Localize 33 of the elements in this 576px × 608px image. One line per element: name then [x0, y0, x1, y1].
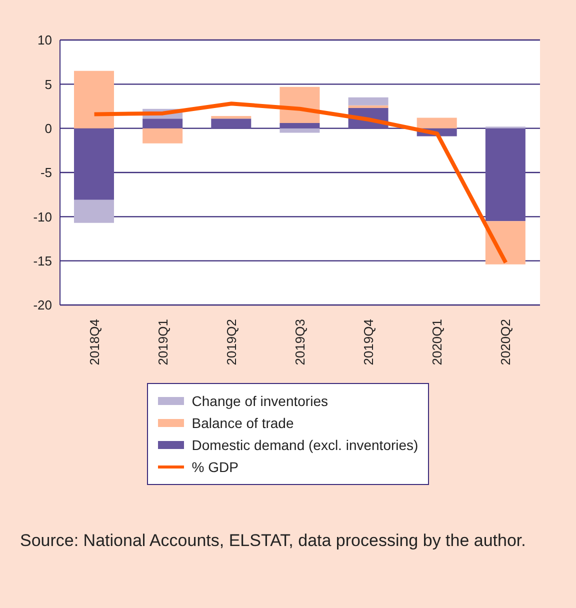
source-note: Source: National Accounts, ELSTAT, data processing by the author. — [20, 530, 527, 552]
x-tick-label: 2019Q1 — [155, 319, 170, 366]
y-tick-label: -20 — [33, 298, 52, 313]
y-tick-label: 5 — [44, 76, 52, 92]
bar — [280, 128, 320, 133]
legend-label: Balance of trade — [192, 414, 294, 433]
bar — [142, 118, 183, 128]
legend-label: Change of inventories — [192, 392, 328, 411]
bar — [348, 105, 388, 108]
y-tick-label: 10 — [38, 32, 52, 48]
bar — [348, 97, 388, 106]
x-tick-label: 2020Q1 — [430, 319, 445, 366]
x-tick-label: 2019Q3 — [292, 319, 308, 366]
bar — [142, 128, 183, 144]
legend-label: Domestic demand (excl. inventories) — [192, 436, 418, 455]
bar — [485, 128, 526, 222]
bar — [416, 118, 457, 128]
bar — [74, 70, 114, 128]
legend-label: % GDP — [192, 458, 238, 477]
y-tick-label: 0 — [44, 120, 52, 136]
bar — [74, 200, 114, 223]
bar — [280, 123, 320, 128]
bar — [74, 128, 114, 200]
x-tick-label: 2019Q4 — [361, 319, 376, 366]
y-tick-label: -10 — [33, 209, 52, 224]
bar — [211, 118, 252, 128]
y-tick-label: -5 — [40, 165, 52, 180]
y-tick-label: -15 — [33, 253, 52, 268]
x-tick-label: 2020Q2 — [498, 319, 514, 366]
bar — [211, 116, 252, 119]
x-tick-label: 2019Q2 — [224, 319, 239, 366]
line-series — [92, 102, 508, 265]
x-tick-label: 2018Q4 — [86, 319, 102, 366]
